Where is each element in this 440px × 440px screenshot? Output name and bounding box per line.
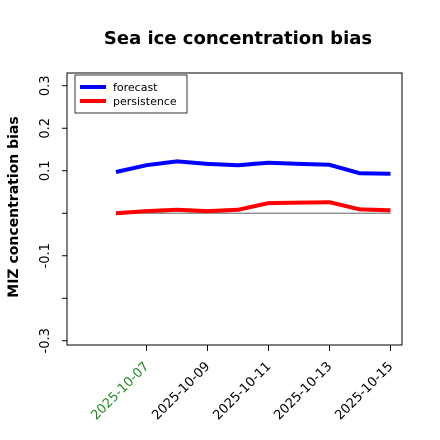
x-axis-ticks: 2025-10-072025-10-092025-10-112025-10-13…: [88, 345, 396, 423]
y-tick-label: 0.3: [38, 75, 53, 96]
x-tick-label: 2025-10-07: [88, 359, 152, 423]
series-lines: [115, 159, 391, 216]
y-tick-label: -0.3: [38, 328, 53, 353]
y-tick-label: 0.2: [38, 118, 53, 139]
plot-area-frame: [66, 72, 403, 346]
x-tick-label: 2025-10-09: [149, 359, 213, 423]
x-tick-label: 2025-10-11: [210, 359, 274, 423]
legend-label-persistence: persistence: [113, 95, 177, 108]
y-tick-label: 0.1: [38, 160, 53, 181]
y-tick-label: -0.1: [38, 243, 53, 268]
legend-label-forecast: forecast: [113, 81, 158, 94]
y-axis-label: MIZ concentration bias: [6, 116, 22, 297]
series-line-forecast: [115, 159, 391, 176]
x-tick-label: 2025-10-15: [332, 359, 396, 423]
x-tick-label: 2025-10-13: [271, 359, 335, 423]
series-line-persistence: [115, 200, 391, 216]
legend-box: [74, 74, 188, 114]
y-axis-ticks: 0.3 0.2 0.1 -0.1 -0.3: [38, 75, 67, 353]
chart-title: Sea ice concentration bias: [104, 28, 372, 49]
